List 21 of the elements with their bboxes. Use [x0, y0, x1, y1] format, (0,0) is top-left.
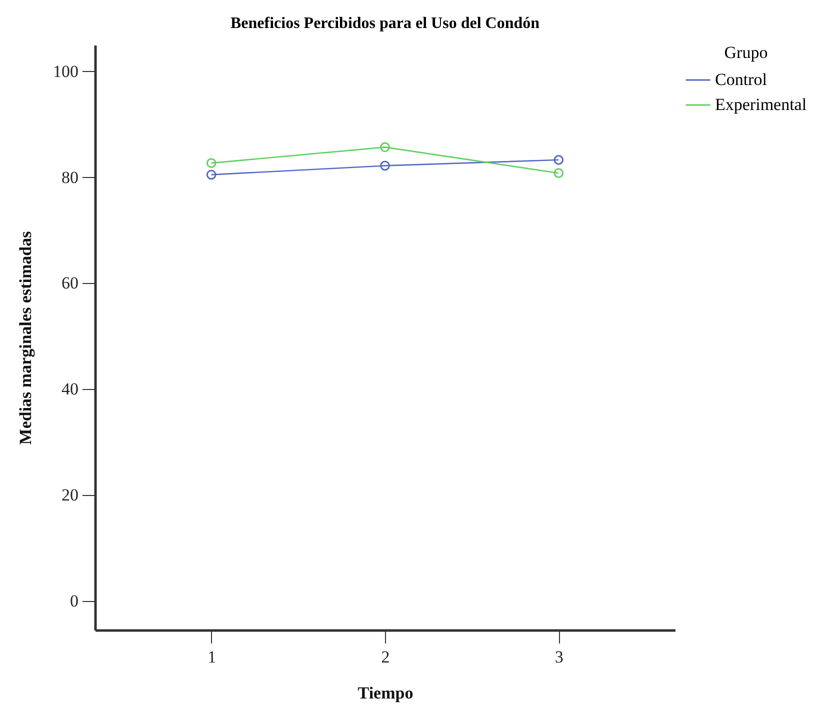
- y-tick-label: 20: [62, 486, 78, 504]
- y-tick-label: 0: [70, 591, 78, 610]
- point: [206, 158, 216, 168]
- chart-title: Beneficios Percibidos para el Uso del Condón: [230, 15, 540, 32]
- y-tick-label: 100: [53, 62, 78, 81]
- point: [554, 154, 564, 165]
- y-tick-label: 60: [62, 274, 78, 293]
- point: [380, 142, 390, 152]
- legend-label: Control: [715, 70, 768, 89]
- legend-label: Experimental: [715, 95, 807, 114]
- y-tick-label: 40: [62, 380, 78, 399]
- point: [380, 160, 390, 171]
- y-tick-label: 80: [62, 168, 78, 187]
- x-tick-label: 2: [381, 648, 390, 666]
- legend-title: Grupo: [724, 43, 768, 62]
- point: [554, 168, 564, 178]
- y-axis-title: Medias marginales estimadas: [16, 230, 35, 445]
- x-tick-label: 3: [554, 648, 564, 666]
- x-axis-title: Tiempo: [358, 684, 414, 702]
- point: [206, 170, 216, 180]
- x-tick-label: 1: [208, 648, 216, 666]
